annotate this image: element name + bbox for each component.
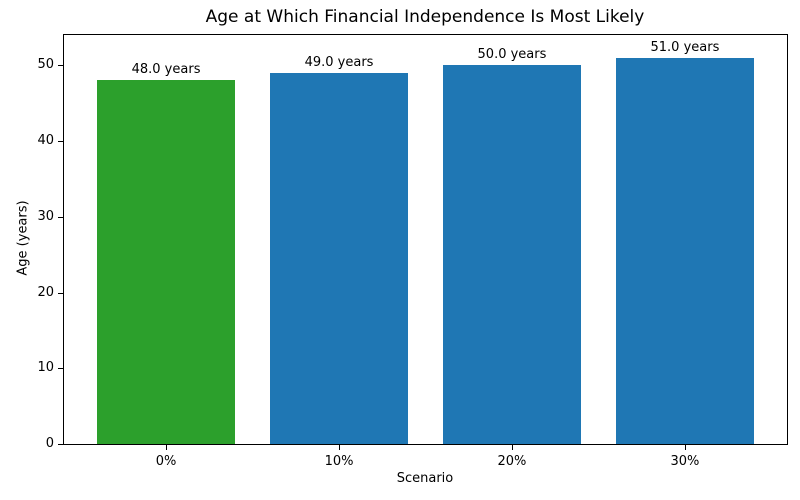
y-tick-mark xyxy=(58,292,63,294)
y-tick-label: 10 xyxy=(37,360,54,376)
x-tick-label: 20% xyxy=(497,454,527,469)
y-tick-mark xyxy=(58,65,63,67)
bar-10% xyxy=(269,72,409,444)
plot-area: 48.0 years 0% 49.0 years 10% 50.0 years 20% 51… xyxy=(37,34,788,469)
bar-value-label: 48.0 years xyxy=(131,62,201,78)
x-tick-label: 10% xyxy=(324,454,354,469)
y-tick-mark xyxy=(58,141,63,143)
bar-value-label: 51.0 years xyxy=(650,39,720,55)
x-tick-mark xyxy=(166,445,168,450)
y-axis-label-container: Age (years) xyxy=(14,130,32,346)
x-tick-mark xyxy=(511,445,513,450)
bar-0% xyxy=(96,80,236,444)
x-axis-label: Scenario xyxy=(396,471,454,486)
bar-value-label: 49.0 years xyxy=(304,54,374,70)
bar-30% xyxy=(615,57,755,444)
y-tick-label: 40 xyxy=(37,133,54,149)
x-tick-label: 30% xyxy=(670,454,700,469)
y-tick-mark xyxy=(58,444,63,445)
chart-title: Age at Which Financial Independence Is M… xyxy=(205,7,645,27)
y-tick-label: 0 xyxy=(45,436,54,451)
y-tick-label: 50 xyxy=(37,57,54,73)
y-tick-label: 30 xyxy=(37,208,54,224)
bar-value-label: 50.0 years xyxy=(477,47,547,63)
x-tick-label: 0% xyxy=(155,454,177,469)
y-tick-mark xyxy=(58,368,63,370)
y-tick-mark xyxy=(58,216,63,218)
x-tick-mark xyxy=(339,445,341,450)
bar-20% xyxy=(442,65,582,444)
y-tick-label: 20 xyxy=(37,284,54,300)
x-tick-mark xyxy=(684,445,686,450)
